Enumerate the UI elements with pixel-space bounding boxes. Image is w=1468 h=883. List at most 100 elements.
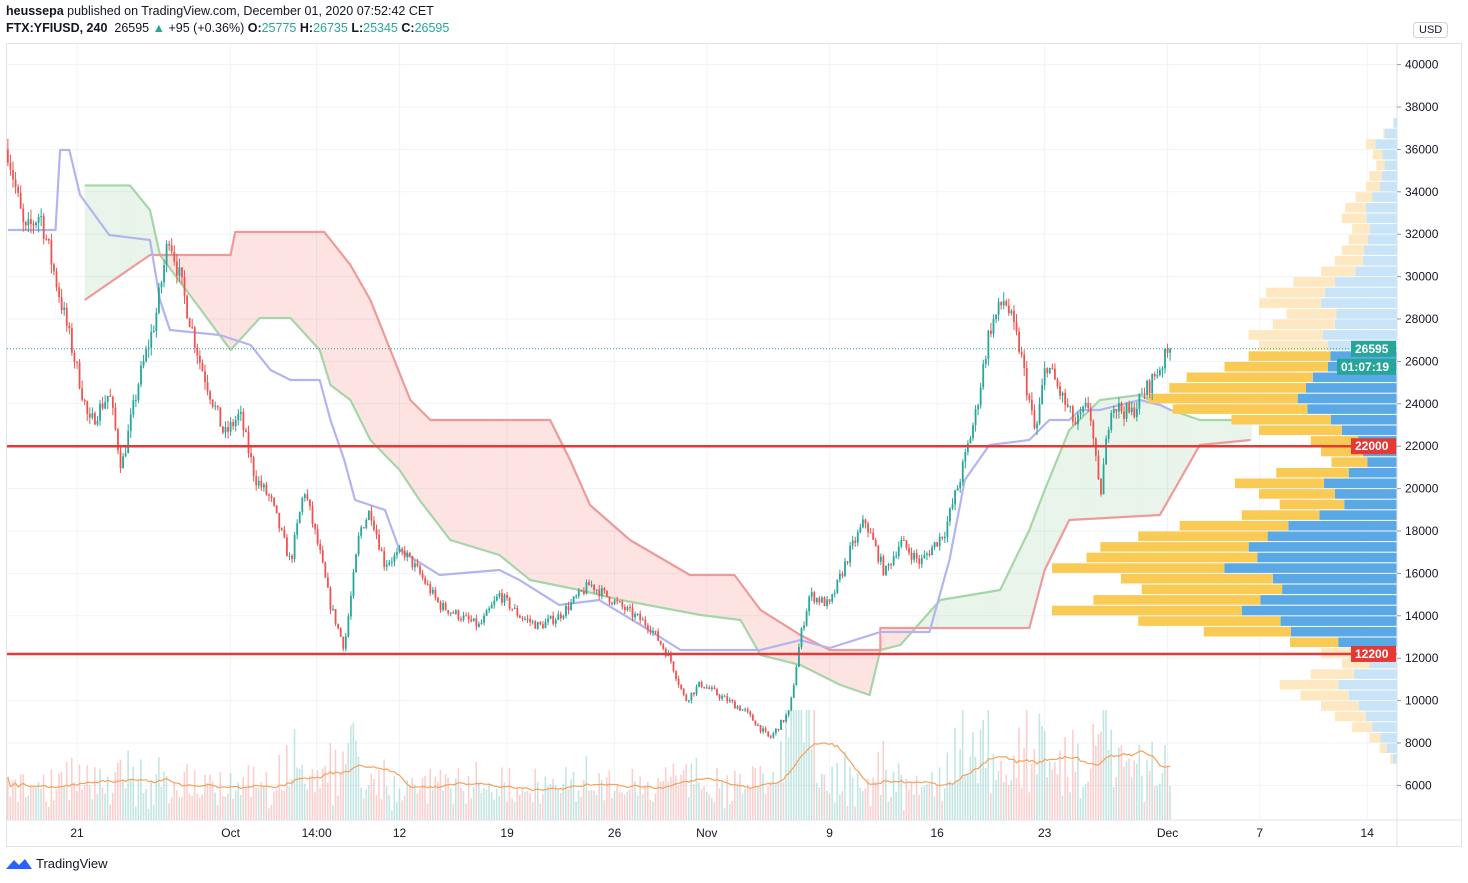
cloud-fill bbox=[311, 231, 316, 345]
price-tick-label: 36000 bbox=[1405, 142, 1439, 156]
candle-up bbox=[800, 628, 803, 648]
volume-bar bbox=[1013, 755, 1015, 820]
volume-bar bbox=[365, 789, 367, 820]
cloud-fill bbox=[1002, 577, 1007, 628]
cloud-fill bbox=[1113, 397, 1118, 518]
candle-down bbox=[286, 537, 288, 557]
cloud-fill bbox=[322, 231, 327, 373]
volume-bar bbox=[690, 763, 693, 820]
volume-bar bbox=[1002, 782, 1005, 820]
volume-bar bbox=[401, 800, 403, 820]
volume-bar bbox=[63, 786, 65, 820]
candle-down bbox=[94, 413, 96, 425]
volume-profile-up-bar bbox=[1282, 584, 1397, 595]
candle-down bbox=[24, 222, 27, 226]
candle-up bbox=[524, 618, 526, 620]
cloud-fill bbox=[921, 616, 926, 628]
cloud-fill bbox=[138, 195, 143, 263]
volume-bar bbox=[964, 774, 967, 820]
candle-up bbox=[498, 593, 501, 597]
candle-up bbox=[933, 542, 936, 548]
candle-up bbox=[590, 584, 593, 586]
volume-profile-up-bar bbox=[1386, 743, 1397, 754]
currency-button[interactable]: USD bbox=[1413, 22, 1449, 38]
cloud-fill bbox=[318, 231, 323, 360]
volume-profile-up-bar bbox=[1260, 595, 1397, 605]
volume-bar bbox=[1079, 798, 1082, 820]
volume-bar bbox=[616, 785, 618, 820]
cloud-fill bbox=[649, 551, 653, 607]
candle-down bbox=[1018, 331, 1020, 353]
cloud-fill bbox=[1040, 489, 1045, 585]
volume-bar bbox=[1123, 766, 1125, 820]
volume-bar bbox=[772, 772, 775, 820]
volume-bar bbox=[122, 779, 124, 820]
volume-bar bbox=[764, 793, 767, 820]
volume-bar bbox=[165, 775, 168, 820]
candle-down bbox=[168, 243, 171, 246]
volume-profile-up-bar bbox=[1288, 520, 1397, 531]
candle-down bbox=[559, 614, 562, 619]
volume-bar bbox=[841, 791, 844, 820]
candle-down bbox=[782, 720, 785, 722]
time-tick-label: 26 bbox=[608, 826, 622, 840]
volume-bar bbox=[101, 787, 104, 820]
volume-bar bbox=[426, 803, 429, 820]
volume-bar bbox=[186, 764, 188, 820]
candle-up bbox=[406, 552, 409, 558]
volume-bar bbox=[739, 773, 741, 820]
candle-down bbox=[685, 694, 688, 701]
volume-bar bbox=[800, 710, 803, 820]
candle-up bbox=[127, 430, 130, 454]
candle-down bbox=[119, 450, 122, 469]
candle-up bbox=[239, 411, 242, 414]
cloud-fill bbox=[825, 648, 830, 680]
candle-up bbox=[821, 597, 823, 603]
cloud-fill bbox=[583, 491, 588, 593]
volume-bar bbox=[918, 794, 920, 820]
candle-up bbox=[964, 451, 967, 462]
candle-up bbox=[721, 696, 724, 699]
candle-down bbox=[521, 617, 524, 619]
volume-bar bbox=[913, 794, 915, 820]
candle-up bbox=[626, 607, 629, 611]
candle-up bbox=[995, 314, 997, 320]
volume-bar bbox=[158, 756, 160, 820]
volume-bar bbox=[570, 779, 572, 820]
candle-down bbox=[693, 692, 695, 695]
candle-down bbox=[777, 728, 780, 730]
volume-profile-up-bar bbox=[1297, 393, 1397, 404]
candle-up bbox=[1161, 368, 1164, 370]
cloud-fill bbox=[791, 629, 796, 664]
volume-profile-up-bar bbox=[1372, 722, 1397, 732]
candle-up bbox=[856, 532, 859, 543]
candle-down bbox=[101, 403, 104, 409]
cloud-fill bbox=[334, 244, 339, 391]
volume-bar bbox=[442, 790, 444, 820]
cloud-fill bbox=[729, 574, 734, 620]
volume-bar bbox=[782, 782, 785, 820]
candle-down bbox=[70, 328, 73, 353]
volume-bar bbox=[408, 785, 411, 820]
volume-profile-down-bar bbox=[1259, 298, 1322, 308]
candle-down bbox=[746, 709, 749, 712]
tradingview-logo[interactable]: TradingView bbox=[6, 856, 108, 871]
candle-down bbox=[30, 219, 32, 224]
volume-bar bbox=[654, 793, 657, 820]
cloud-fill bbox=[1056, 452, 1061, 547]
volume-bar bbox=[1112, 786, 1115, 820]
cloud-fill bbox=[772, 617, 776, 659]
cloud-fill bbox=[422, 412, 427, 510]
volume-bar bbox=[150, 780, 152, 820]
candle-up bbox=[652, 630, 654, 633]
volume-bar bbox=[370, 773, 373, 820]
volume-ma-line bbox=[7, 742, 1171, 792]
cloud-fill bbox=[606, 519, 611, 598]
cloud-fill bbox=[1182, 414, 1187, 475]
candle-up bbox=[96, 420, 99, 425]
volume-bar bbox=[411, 777, 414, 820]
volume-profile-up-bar bbox=[1257, 552, 1397, 563]
volume-bar bbox=[1041, 725, 1043, 820]
cloud-fill bbox=[1048, 471, 1053, 563]
